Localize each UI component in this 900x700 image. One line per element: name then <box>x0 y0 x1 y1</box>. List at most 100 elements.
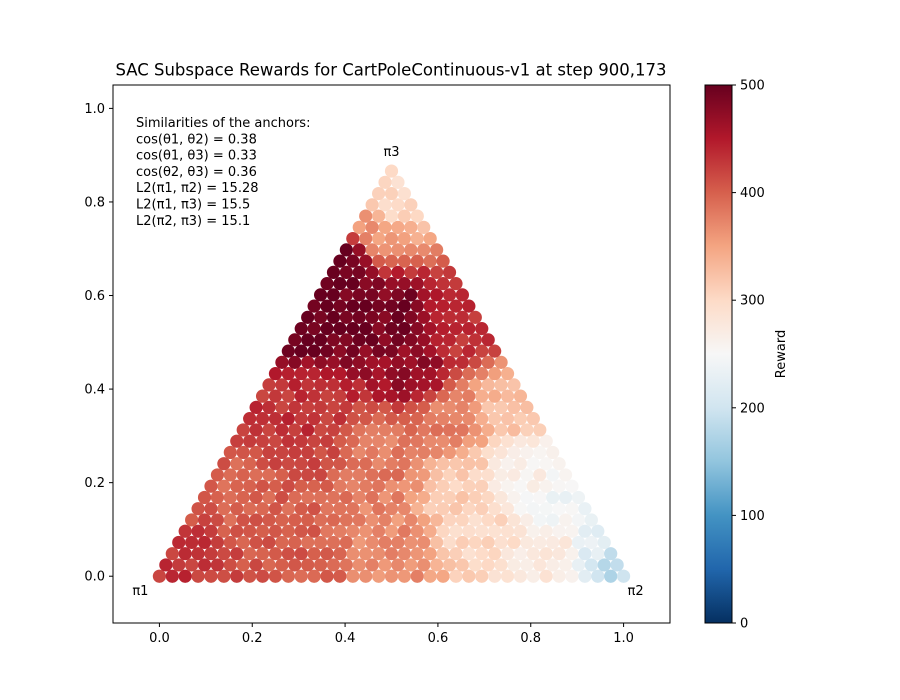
scatter-point <box>275 445 289 460</box>
scatter-point <box>333 277 347 291</box>
scatter-point <box>268 569 283 583</box>
scatter-point <box>152 569 167 583</box>
scatter-point <box>255 412 270 426</box>
anchor-label: π2 <box>628 584 644 599</box>
scatter-point <box>359 569 373 583</box>
scatter-point <box>294 547 308 561</box>
scatter-point <box>384 434 399 448</box>
scatter-point <box>288 558 302 572</box>
scatter-point <box>558 468 573 482</box>
scatter-point <box>365 490 379 505</box>
scatter-point <box>294 322 308 336</box>
scatter-point <box>172 558 186 572</box>
scatter-point <box>391 243 405 257</box>
scatter-point <box>546 513 560 527</box>
scatter-point <box>410 209 424 223</box>
plot-frame <box>112 84 671 624</box>
scatter-point <box>384 569 399 583</box>
scatter-point <box>346 322 360 336</box>
scatter-point <box>384 412 399 426</box>
scatter-point <box>488 367 502 381</box>
scatter-point <box>430 535 444 550</box>
scatter-point <box>584 513 598 527</box>
scatter-point <box>513 389 528 403</box>
scatter-point <box>275 400 289 415</box>
scatter-point <box>417 513 431 527</box>
scatter-point <box>468 333 482 347</box>
x-axis: 0.0 0.2 0.4 0.6 0.8 1.0 <box>149 623 634 646</box>
scatter-point <box>178 569 192 583</box>
scatter-point <box>172 535 186 550</box>
scatter-point <box>552 524 566 538</box>
scatter-point <box>333 569 347 583</box>
scatter-point <box>488 389 502 403</box>
scatter-point <box>333 367 347 381</box>
scatter-point <box>571 558 586 572</box>
scatter-point <box>326 445 341 460</box>
scatter-point <box>372 479 386 493</box>
y-tick-label: 0.8 <box>84 195 105 210</box>
scatter-point <box>578 547 592 561</box>
scatter-point <box>307 524 321 538</box>
scatter-point <box>468 513 482 527</box>
scatter-point <box>417 490 431 505</box>
scatter-point <box>417 220 431 234</box>
scatter-point <box>404 445 418 460</box>
scatter-point <box>236 468 250 482</box>
scatter-point <box>391 513 405 527</box>
scatter-point <box>513 502 528 516</box>
scatter-point <box>494 513 508 527</box>
scatter-point <box>417 445 431 460</box>
scatter-point <box>378 310 392 324</box>
scatter-point <box>313 310 328 324</box>
scatter-point <box>352 468 366 482</box>
scatter-point <box>533 490 547 505</box>
scatter-point <box>552 457 566 471</box>
scatter-point <box>533 468 547 482</box>
scatter-point <box>346 344 360 358</box>
scatter-point <box>372 367 386 381</box>
scatter-point <box>539 434 553 448</box>
scatter-point <box>378 175 392 189</box>
scatter-point <box>507 468 521 482</box>
scatter-point <box>397 367 411 381</box>
scatter-point <box>378 400 392 415</box>
anchor-label: π1 <box>132 584 148 599</box>
scatter-point <box>494 400 508 415</box>
scatter-point <box>539 479 553 493</box>
scatter-point <box>313 513 328 527</box>
scatter-point <box>507 445 521 460</box>
scatter-point <box>339 423 353 437</box>
scatter-point <box>333 299 347 313</box>
scatter-point <box>546 490 560 505</box>
scatter-point <box>223 468 237 482</box>
scatter-point <box>288 513 302 527</box>
scatter-point <box>217 502 231 516</box>
scatter-point <box>513 412 528 426</box>
scatter-point <box>442 378 457 392</box>
scatter-point <box>326 513 341 527</box>
scatter-point <box>455 423 470 437</box>
scatter-point <box>565 524 579 538</box>
scatter-point <box>436 322 450 336</box>
scatter-point <box>475 524 489 538</box>
scatter-point <box>520 490 534 505</box>
scatter-point <box>442 355 457 369</box>
scatter-point <box>404 198 418 212</box>
scatter-point <box>255 502 270 516</box>
scatter-point <box>578 524 592 538</box>
annotation-line: cos(θ1, θ3) = 0.33 <box>136 149 257 164</box>
scatter-point <box>372 524 386 538</box>
scatter-point <box>275 490 289 505</box>
colorbar-tick-label: 300 <box>740 294 765 309</box>
scatter-point <box>455 288 470 302</box>
scatter-point <box>410 344 424 358</box>
scatter-point <box>384 367 399 381</box>
scatter-point <box>320 277 334 291</box>
scatter-point <box>326 310 341 324</box>
y-tick-label: 0.2 <box>84 476 105 491</box>
scatter-point <box>430 333 444 347</box>
scatter-point <box>313 445 328 460</box>
scatter-point <box>359 457 373 471</box>
scatter-point <box>275 423 289 437</box>
